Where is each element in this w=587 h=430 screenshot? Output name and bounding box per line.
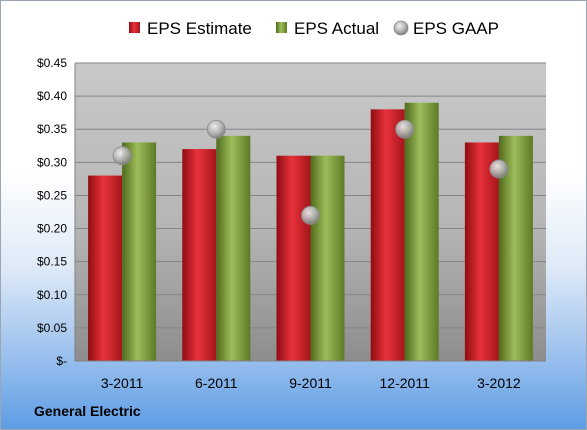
eps-estimate-legend-swatch [129, 22, 140, 33]
y-tick-label: $0.20 [37, 222, 67, 236]
eps-estimate-bar [276, 155, 311, 361]
eps-estimate-legend-label: EPS Estimate [147, 19, 252, 38]
y-tick-label: $0.15 [37, 255, 67, 269]
eps-actual-legend-swatch [276, 22, 287, 33]
eps-gaap-marker [206, 119, 226, 139]
axes: $- $0.05 $0.10 $0.15 $0.20 $0.25 $0.30 $0.35 $0.… [37, 56, 546, 391]
bars [88, 102, 533, 361]
eps-gaap-marker [301, 205, 320, 225]
gaap-markers [112, 119, 509, 225]
y-tick-label: $- [56, 354, 67, 368]
eps-gaap-marker [112, 146, 132, 166]
eps-estimate-bar [182, 149, 217, 361]
legend: EPS Estimate EPS Actual EPS GAAP [129, 19, 499, 38]
eps-actual-legend-label: EPS Actual [294, 19, 379, 38]
eps-estimate-bar [370, 109, 405, 361]
x-tick-label: 3-2011 [101, 375, 144, 391]
eps-gaap-legend-label: EPS GAAP [413, 19, 499, 38]
eps-actual-bar [404, 102, 439, 361]
y-tick-label: $0.30 [37, 155, 67, 169]
eps-actual-bar [122, 142, 157, 361]
y-tick-label: $0.25 [37, 188, 67, 202]
eps-estimate-bar [88, 175, 123, 361]
eps-estimate-bar [464, 142, 499, 361]
y-tick-label: $0.10 [37, 288, 67, 302]
eps-actual-bar [310, 155, 345, 361]
y-tick-label: $0.45 [37, 56, 67, 70]
x-tick-label: 6-2011 [195, 375, 238, 391]
eps-gaap-marker [489, 159, 509, 179]
company-label: General Electric [34, 403, 141, 419]
y-tick-label: $0.35 [37, 122, 67, 136]
x-tick-label: 12-2011 [380, 375, 431, 391]
eps-gaap-legend-swatch [393, 20, 409, 36]
x-tick-label: 3-2012 [477, 375, 521, 391]
x-tick-label: 9-2011 [289, 375, 332, 391]
y-tick-label: $0.05 [37, 321, 67, 335]
eps-actual-bar [216, 135, 251, 361]
eps-gaap-marker [395, 119, 415, 139]
y-tick-label: $0.40 [37, 89, 67, 103]
